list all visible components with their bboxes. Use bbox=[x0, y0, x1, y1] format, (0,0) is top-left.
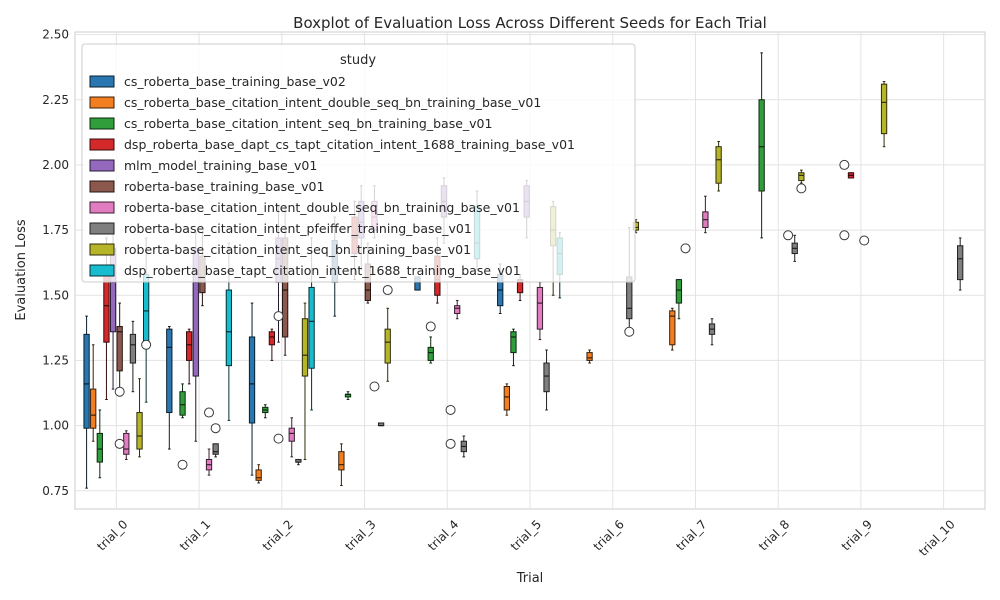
outlier-point bbox=[796, 183, 807, 194]
legend-label: roberta-base_citation_intent_double_seq_… bbox=[124, 200, 520, 215]
y-tick-label: 1.00 bbox=[42, 419, 69, 433]
legend-frame bbox=[81, 43, 636, 283]
box bbox=[384, 328, 391, 364]
box-series bbox=[96, 52, 765, 479]
y-axis: 0.75 1.00 1.25 1.50 1.75 2.00 2.25 2.50 bbox=[42, 28, 69, 498]
legend-swatch bbox=[89, 264, 115, 277]
box bbox=[758, 99, 765, 192]
legend-swatch bbox=[89, 117, 115, 130]
legend-swatch bbox=[89, 222, 115, 235]
y-tick-label: 1.25 bbox=[42, 353, 69, 367]
box bbox=[301, 318, 309, 377]
outlier-point bbox=[273, 311, 284, 322]
outlier-point bbox=[369, 381, 380, 392]
box bbox=[536, 286, 544, 330]
box bbox=[338, 451, 345, 471]
y-tick-label: 2.50 bbox=[42, 28, 69, 42]
box bbox=[179, 391, 186, 416]
box bbox=[543, 362, 550, 393]
box bbox=[186, 331, 193, 361]
y-tick-label: 0.75 bbox=[42, 484, 69, 498]
box bbox=[129, 333, 137, 364]
outlier-point bbox=[210, 423, 221, 434]
outlier-point bbox=[273, 433, 284, 444]
box bbox=[268, 331, 276, 346]
outlier-point bbox=[177, 459, 188, 470]
box bbox=[116, 326, 123, 372]
box bbox=[255, 469, 262, 481]
outlier-point bbox=[425, 321, 436, 332]
legend-swatch bbox=[89, 243, 115, 256]
legend-label: roberta-base_citation_intent_pfeiffer_tr… bbox=[124, 221, 472, 236]
outlier-point bbox=[382, 285, 393, 296]
outlier-point bbox=[114, 438, 125, 449]
legend-label: cs_roberta_base_citation_intent_seq_bn_t… bbox=[124, 116, 492, 131]
legend-label: mlm_model_training_base_v01 bbox=[124, 158, 317, 173]
outlier-points bbox=[114, 159, 870, 470]
box bbox=[715, 146, 722, 184]
box bbox=[90, 388, 97, 429]
box bbox=[798, 172, 805, 182]
y-tick-label: 1.50 bbox=[42, 288, 69, 302]
legend-label: cs_roberta_base_training_base_v02 bbox=[124, 74, 346, 89]
y-tick-label: 2.00 bbox=[42, 158, 69, 172]
outlier-point bbox=[445, 438, 456, 449]
outlier-point bbox=[859, 235, 870, 246]
outlier-point bbox=[114, 386, 125, 397]
box bbox=[308, 286, 315, 369]
box bbox=[248, 336, 256, 424]
legend-label: cs_roberta_base_citation_intent_double_s… bbox=[124, 95, 541, 110]
box bbox=[142, 273, 150, 346]
box bbox=[510, 331, 517, 354]
y-axis-label: Evaluation Loss bbox=[14, 219, 29, 320]
y-tick-label: 1.75 bbox=[42, 223, 69, 237]
outlier-point bbox=[204, 407, 215, 418]
outlier-point bbox=[839, 159, 850, 170]
box bbox=[96, 432, 103, 463]
outlier-point bbox=[839, 230, 850, 241]
box-series bbox=[90, 307, 676, 487]
box bbox=[136, 412, 143, 450]
box bbox=[212, 443, 219, 455]
box bbox=[427, 346, 434, 361]
box bbox=[586, 352, 593, 361]
legend-swatch bbox=[89, 96, 115, 109]
box bbox=[880, 83, 888, 135]
box bbox=[675, 279, 683, 304]
legend-items: cs_roberta_base_training_base_v02 cs_robe… bbox=[89, 74, 575, 278]
legend-swatch bbox=[89, 180, 115, 193]
box-series bbox=[129, 226, 964, 466]
legend-swatch bbox=[89, 75, 115, 88]
legend-label: dsp_roberta_base_dapt_cs_tapt_citation_i… bbox=[124, 137, 575, 152]
legend-title: study bbox=[340, 53, 376, 68]
outlier-point bbox=[680, 243, 691, 254]
outlier-point bbox=[783, 230, 794, 241]
box bbox=[626, 276, 633, 320]
legend-label: dsp_roberta_base_tapt_citation_intent_16… bbox=[124, 263, 521, 278]
legend-swatch bbox=[89, 138, 115, 151]
box bbox=[83, 333, 90, 429]
box bbox=[669, 310, 676, 346]
outlier-point bbox=[624, 326, 635, 337]
box bbox=[503, 385, 510, 411]
box bbox=[957, 245, 964, 281]
y-tick-label: 2.25 bbox=[42, 93, 69, 107]
legend-label: roberta-base_training_base_v01 bbox=[124, 179, 324, 194]
legend: study cs_roberta_base_training_base_v02c… bbox=[81, 43, 636, 283]
x-axis-label: Trial bbox=[516, 571, 544, 586]
legend-label: roberta-base_citation_intent_seq_bn_trai… bbox=[124, 242, 471, 257]
outlier-point bbox=[445, 404, 456, 415]
box bbox=[225, 289, 233, 367]
outlier-point bbox=[141, 339, 152, 350]
box bbox=[454, 305, 461, 315]
chart-title: Boxplot of Evaluation Loss Across Differ… bbox=[293, 14, 767, 32]
legend-swatch bbox=[89, 201, 115, 214]
legend-swatch bbox=[89, 159, 115, 172]
box bbox=[166, 328, 173, 414]
box bbox=[288, 427, 295, 442]
